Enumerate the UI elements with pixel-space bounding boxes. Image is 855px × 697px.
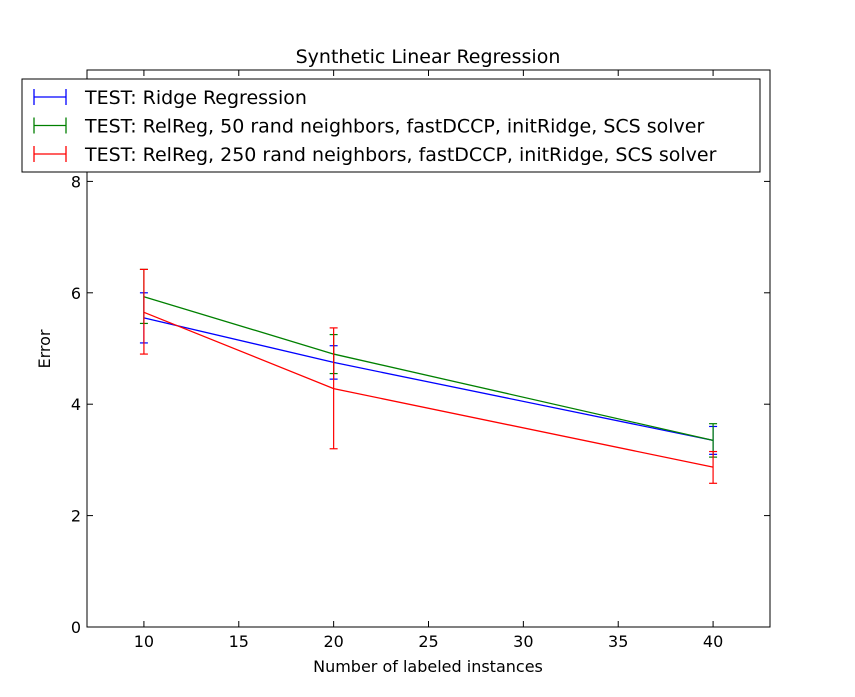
x-tick-label: 35 [608,632,628,651]
legend-entry-1: TEST: Ridge Regression [33,87,307,109]
x-tick-label: 25 [418,632,438,651]
legend: TEST: Ridge Regression TEST: RelReg, 50 r… [21,78,761,173]
y-tick-label: 0 [71,618,81,637]
chart-title: Synthetic Linear Regression [296,46,561,68]
x-tick-label: 40 [703,632,723,651]
x-tick-label: 20 [323,632,343,651]
y-tick-label: 2 [71,507,81,526]
legend-label: TEST: Ridge Regression [84,87,307,109]
series-line [143,311,714,468]
x-tick-label: 10 [134,632,154,651]
y-tick-label: 6 [71,284,81,303]
legend-entry-2: TEST: RelReg, 50 rand neighbors, fastDCC… [33,116,704,138]
series-layer [139,268,718,484]
tick-layer: 10 15 20 25 30 35 40 0 2 4 6 8 [71,70,770,651]
series-3 [139,268,718,484]
x-axis-title: Number of labeled instances [313,657,543,676]
legend-box [21,78,761,173]
y-tick-label: 4 [71,395,81,414]
legend-label: TEST: RelReg, 250 rand neighbors, fastDC… [84,144,717,166]
x-tick-label: 30 [513,632,533,651]
legend-entry-3: TEST: RelReg, 250 rand neighbors, fastDC… [33,144,717,166]
y-tick-label: 8 [71,172,81,191]
legend-label: TEST: RelReg, 50 rand neighbors, fastDCC… [84,116,704,138]
x-tick-label: 15 [229,632,249,651]
plot-frame [86,69,771,628]
y-axis-title: Error [35,329,54,368]
